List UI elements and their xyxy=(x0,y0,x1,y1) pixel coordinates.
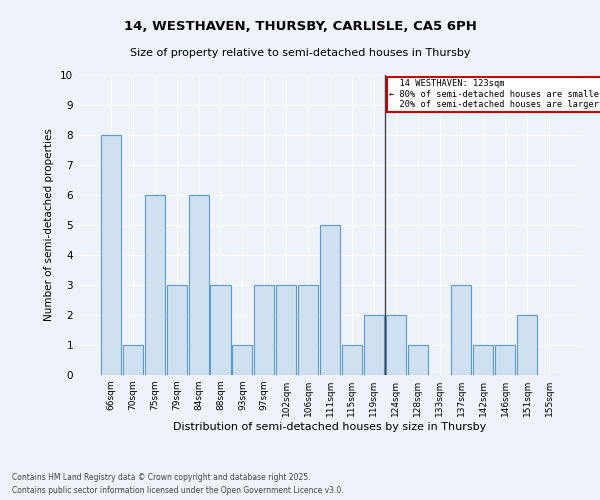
Bar xyxy=(451,285,472,375)
Bar xyxy=(320,225,340,375)
Text: Contains public sector information licensed under the Open Government Licence v3: Contains public sector information licen… xyxy=(12,486,344,495)
Bar xyxy=(276,285,296,375)
Bar xyxy=(145,195,165,375)
Bar xyxy=(517,315,537,375)
Bar xyxy=(167,285,187,375)
Text: 14 WESTHAVEN: 123sqm
← 80% of semi-detached houses are smaller (43)
  20% of sem: 14 WESTHAVEN: 123sqm ← 80% of semi-detac… xyxy=(389,80,600,110)
Text: Contains HM Land Registry data © Crown copyright and database right 2025.: Contains HM Land Registry data © Crown c… xyxy=(12,474,311,482)
Bar xyxy=(298,285,318,375)
Bar xyxy=(386,315,406,375)
Bar xyxy=(188,195,209,375)
Y-axis label: Number of semi-detached properties: Number of semi-detached properties xyxy=(44,128,55,322)
Bar xyxy=(495,345,515,375)
Bar xyxy=(342,345,362,375)
Bar xyxy=(101,135,121,375)
Bar xyxy=(232,345,253,375)
Bar xyxy=(473,345,493,375)
Text: 14, WESTHAVEN, THURSBY, CARLISLE, CA5 6PH: 14, WESTHAVEN, THURSBY, CARLISLE, CA5 6P… xyxy=(124,20,476,33)
Text: Size of property relative to semi-detached houses in Thursby: Size of property relative to semi-detach… xyxy=(130,48,470,58)
X-axis label: Distribution of semi-detached houses by size in Thursby: Distribution of semi-detached houses by … xyxy=(173,422,487,432)
Bar xyxy=(407,345,428,375)
Bar xyxy=(364,315,384,375)
Bar xyxy=(211,285,230,375)
Bar xyxy=(123,345,143,375)
Bar xyxy=(254,285,274,375)
